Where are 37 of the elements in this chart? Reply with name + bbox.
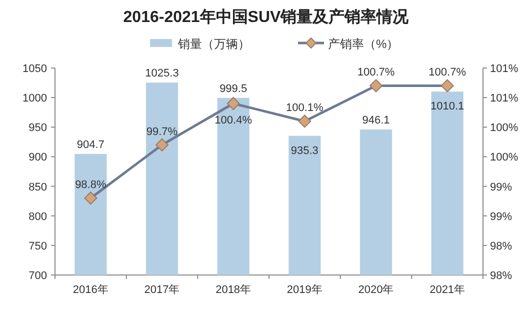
y-tick-label: 1050 <box>22 63 47 75</box>
x-tick-label: 2018年 <box>216 284 252 296</box>
data-label: 100.7% <box>357 66 395 79</box>
x-tick-label: 2020年 <box>358 284 394 296</box>
legend-label: 销量（万辆） <box>177 37 250 51</box>
y-tick-label: 700 <box>28 270 47 282</box>
data-label: 99.7% <box>146 126 178 138</box>
x-tick-label: 2016年 <box>72 284 108 296</box>
y2-tick-label: 98% <box>490 240 512 252</box>
y2-tick-label: 101% <box>490 92 518 105</box>
data-label: 946.1 <box>362 114 390 126</box>
y2-tick-label: 100% <box>490 152 518 164</box>
y-tick-label: 900 <box>28 152 47 164</box>
data-label: 100.1% <box>286 102 324 114</box>
y2-tick-label: 99% <box>490 181 512 194</box>
y-tick-label: 750 <box>28 240 47 252</box>
data-label: 100.7% <box>428 66 466 79</box>
y2-tick-label: 100% <box>490 122 518 134</box>
data-label: 1025.3 <box>145 68 179 80</box>
x-tick-label: 2021年 <box>430 284 466 296</box>
y2-tick-label: 99% <box>490 210 512 223</box>
data-label: 999.5 <box>220 82 248 95</box>
data-label: 904.7 <box>76 138 104 151</box>
legend-label: 产销率（%） <box>328 37 399 51</box>
y-tick-label: 1000 <box>22 92 47 105</box>
x-tick-label: 2019年 <box>286 284 322 296</box>
y2-tick-label: 98% <box>490 270 512 282</box>
data-label: 1010.1 <box>430 100 464 113</box>
y2-tick-label: 101% <box>490 63 518 75</box>
data-label: 98.8% <box>75 179 106 192</box>
data-label: 100.4% <box>214 114 252 126</box>
chart-title: 2016-2021年中国SUV销量及产销率情况 <box>123 7 410 26</box>
data-label: 935.3 <box>290 144 318 157</box>
y-tick-label: 850 <box>28 181 47 194</box>
y-tick-label: 800 <box>28 210 47 223</box>
x-tick-label: 2017年 <box>144 284 180 296</box>
y-tick-label: 950 <box>28 122 47 134</box>
